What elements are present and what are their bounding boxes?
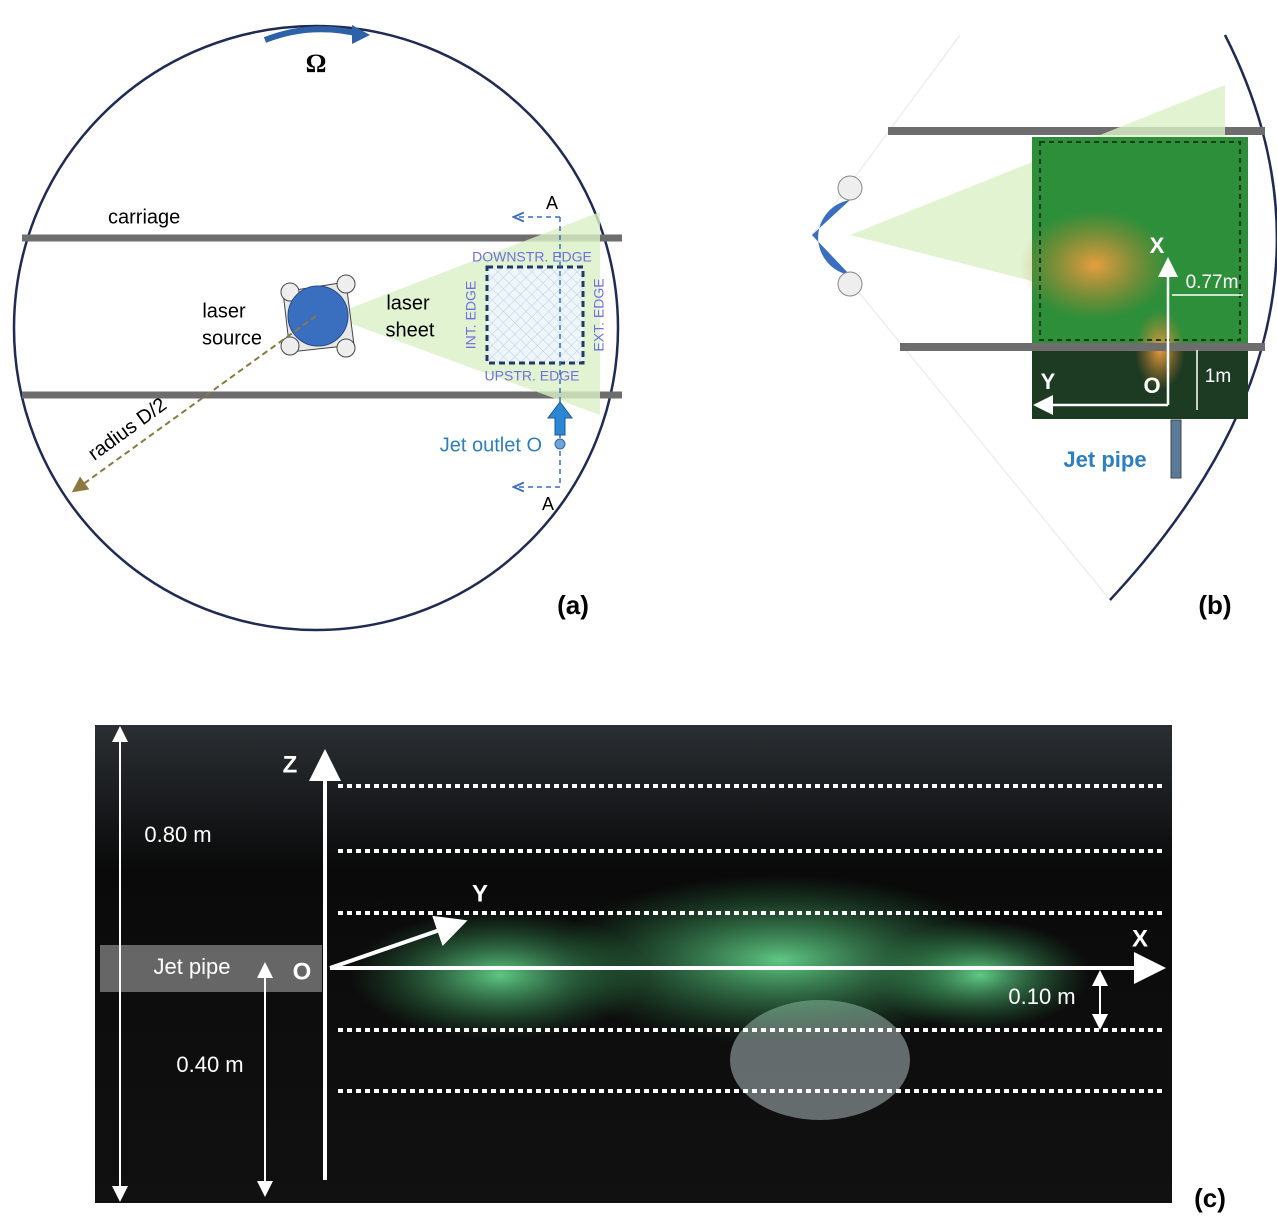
y-axis: [329, 915, 468, 970]
depth-label: 0.80 m: [144, 822, 211, 847]
height-label: 0.40 m: [176, 1052, 243, 1077]
wheel: [280, 282, 300, 302]
jet-plume: [1020, 210, 1170, 320]
measurement-planes: [338, 784, 1165, 1093]
origin-label: O: [1143, 373, 1160, 398]
tank: [12, 24, 620, 632]
section-marker: A: [546, 193, 558, 213]
laser-sheet-label: sheet: [386, 319, 435, 341]
width-label: 0.77m: [1186, 272, 1239, 293]
laser-source-label: source: [202, 327, 262, 349]
y-axis-label: Y: [1041, 369, 1056, 394]
edge-label: UPSTR. EDGE: [485, 368, 580, 384]
jet-outlet: [554, 438, 566, 450]
jet-pipe-label: Jet pipe: [1063, 447, 1146, 472]
y-axis-label: Y: [472, 880, 488, 907]
jet-arrow: [547, 401, 573, 436]
radius-line: [71, 315, 317, 493]
x-axis-label: X: [1150, 233, 1165, 258]
offset-label: 1m: [1205, 366, 1231, 387]
jet-pipe-label: Jet pipe: [153, 954, 230, 979]
wheel: [837, 175, 863, 201]
spacing-label: 0.10 m: [1008, 984, 1075, 1009]
measurement-area: [485, 265, 585, 365]
laser-source: [812, 200, 850, 275]
wheel: [336, 338, 356, 358]
omega: Ω: [306, 49, 327, 78]
jet-pipe: [1170, 419, 1182, 479]
panel-label: (b): [1198, 590, 1231, 620]
panel-a: Ω carriage laser source laser sheet DOWN…: [12, 24, 622, 632]
x-axis-label: X: [1132, 925, 1148, 952]
section-marker: A: [542, 494, 554, 514]
edge-label: DOWNSTR. EDGE: [472, 249, 592, 265]
wheel: [336, 274, 356, 294]
panel-label: (c): [1194, 1183, 1226, 1213]
wheel: [280, 336, 300, 356]
origin-label: O: [293, 958, 312, 985]
edge-label: INT. EDGE: [463, 281, 479, 349]
tank-wall: [1109, 34, 1277, 601]
z-axis-label: Z: [283, 751, 298, 778]
panel-c: Jet pipe Z Y X O 0.80 m 0.40 m 0.10 m (c…: [95, 725, 1226, 1213]
jet-glow: [870, 920, 1090, 1030]
measurement-area: [1039, 141, 1241, 341]
laser-source: [287, 285, 349, 347]
jet-outlet-label: Jet outlet O: [440, 434, 542, 456]
laser-source-label: laser: [202, 300, 246, 322]
wheel: [837, 271, 863, 297]
laser-sheet-label: laser: [386, 292, 430, 314]
jet-pipe: [100, 945, 322, 992]
rotation-arrow: [263, 26, 361, 43]
rotation-arrowhead: [352, 25, 370, 44]
panel-b: X Y O 0.77m 1m Jet pipe (b): [811, 34, 1277, 620]
edge-label: EXT. EDGE: [591, 278, 607, 351]
panel-label: (a): [557, 590, 589, 620]
carriage-label: carriage: [108, 206, 180, 228]
